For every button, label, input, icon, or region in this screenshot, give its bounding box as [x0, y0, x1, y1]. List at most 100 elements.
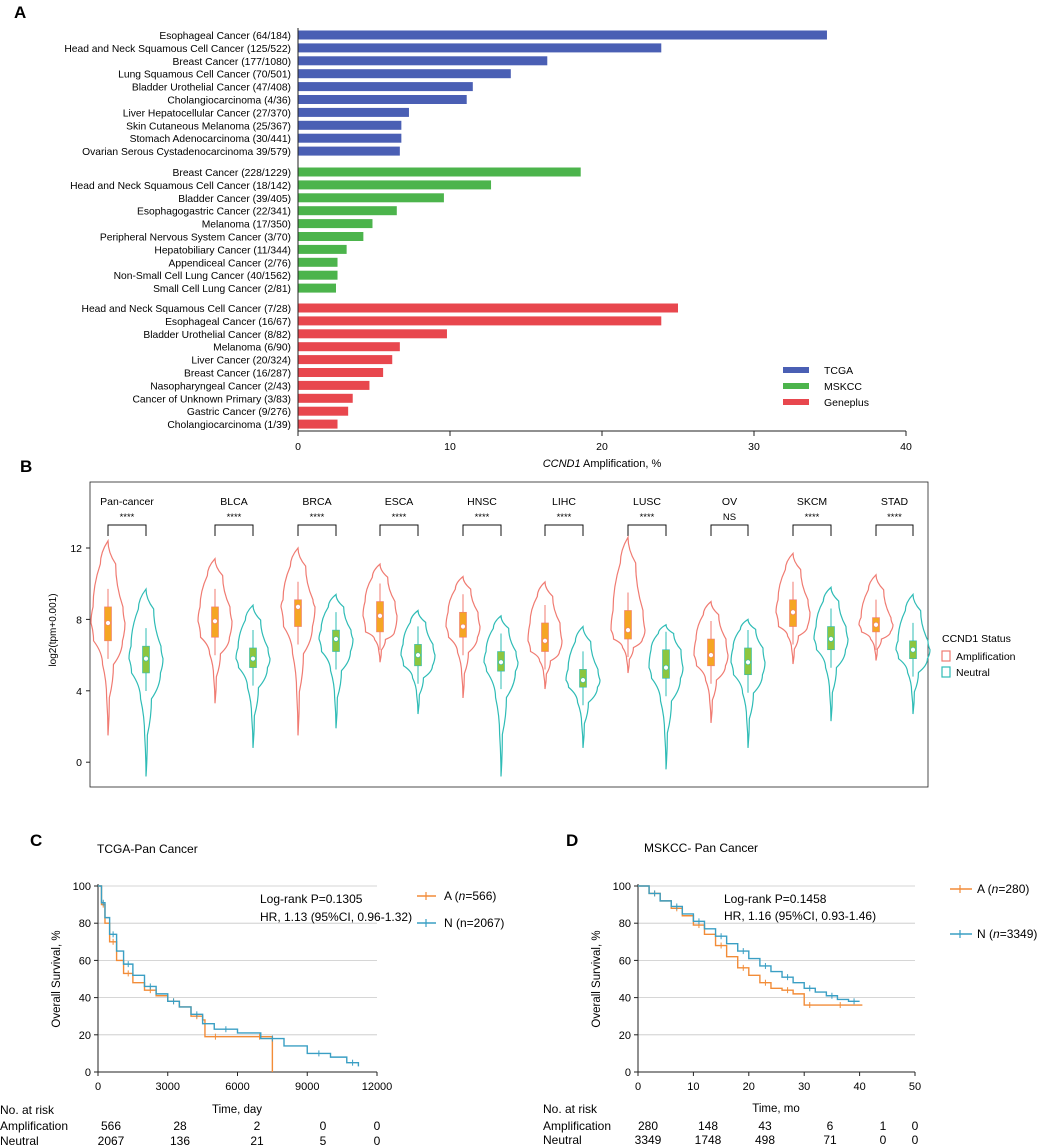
km-risk-value: 71: [823, 1133, 837, 1146]
km-risk-value: 43: [758, 1119, 772, 1133]
b-violin-neu: [565, 625, 601, 748]
km-y-tick-label: 20: [619, 1030, 631, 1042]
b-median-amp: [790, 609, 796, 615]
b-significance: ****: [120, 512, 135, 523]
a-category-label: Breast Cancer (228/1229): [173, 168, 291, 179]
km-risk-value: 0: [912, 1133, 919, 1146]
a-category-label: Cancer of Unknown Primary (3/83): [132, 394, 291, 405]
km-risk-value: 0: [374, 1119, 381, 1133]
a-category-label: Hepatobiliary Cancer (11/344): [154, 245, 291, 256]
a-bar: [298, 342, 400, 352]
a-x-tick-label: 30: [748, 441, 760, 453]
b-significance: ****: [227, 512, 242, 523]
d-y-axis-title: Overall Survival, %: [591, 930, 603, 1027]
km-y-tick-label: 40: [79, 993, 91, 1005]
a-x-tick-label: 40: [900, 441, 912, 453]
km-curve-a: [98, 885, 274, 1072]
a-bar: [298, 368, 384, 377]
b-significance-bracket: [214, 524, 254, 536]
b-significance-bracket: [379, 524, 419, 536]
a-bar: [298, 167, 581, 177]
a-bar: [298, 257, 338, 267]
km-x-tick-label: 0: [95, 1081, 101, 1093]
b-group-label: BLCA: [220, 496, 247, 508]
a-bar: [298, 43, 662, 53]
a-bar: [298, 232, 364, 241]
b-group-label: BRCA: [302, 496, 331, 508]
a-legend-swatch: [783, 383, 809, 389]
b-group-label: LIHC: [552, 496, 576, 508]
a-legend-label: TCGA: [824, 365, 853, 377]
panel-b: B log2(tpm+0.001) 0 4 8 12 Pan-cancer **** BL…: [20, 457, 1016, 788]
c-legend-a: A (n=566): [444, 889, 496, 903]
a-x-tick-label: 0: [295, 441, 301, 453]
a-bar: [298, 244, 347, 254]
km-risk-row-label: Amplification: [0, 1119, 68, 1133]
b-y-tick-label: 0: [76, 757, 82, 769]
b-violin-neu: [483, 614, 519, 777]
km-risk-value: 0: [912, 1119, 919, 1133]
c-legend-n: N (n=2067): [444, 916, 504, 930]
panel-a-letter: A: [14, 3, 26, 22]
km-x-tick-label: 3000: [156, 1081, 180, 1093]
b-legend-amp: Amplification: [956, 651, 1016, 663]
km-risk-value: 0: [880, 1133, 887, 1146]
a-bar: [298, 270, 338, 280]
a-category-label: Bladder Urothelial Cancer (8/82): [143, 330, 291, 341]
a-bar: [298, 56, 548, 66]
b-y-tick-label: 12: [70, 543, 82, 555]
b-significance: ****: [557, 512, 572, 523]
km-x-tick-label: 6000: [225, 1081, 249, 1093]
a-bar: [298, 133, 402, 143]
b-median-neu: [663, 664, 669, 671]
b-median-amp: [105, 620, 111, 626]
a-bar: [298, 95, 467, 104]
a-category-label: Ovarian Serous Cystadenocarcinoma 39/579…: [82, 147, 291, 158]
b-violin-amp: [197, 557, 233, 704]
a-bar: [298, 303, 678, 313]
d-title: MSKCC- Pan Cancer: [644, 841, 758, 855]
b-significance: ****: [887, 512, 902, 523]
km-risk-value: 566: [101, 1119, 121, 1133]
a-legend-swatch: [783, 399, 809, 405]
a-bar: [298, 419, 338, 429]
a-category-label: Liver Hepatocellular Cancer (27/370): [123, 108, 291, 119]
c-stat-hr: HR, 1.13 (95%CI, 0.96-1.32): [260, 910, 412, 924]
b-violin-amp: [445, 575, 481, 699]
km-risk-value: 0: [320, 1119, 327, 1133]
a-bar: [298, 219, 373, 229]
c-stat-p: Log-rank P=0.1305: [260, 892, 363, 906]
c-x-axis-title: Time, day: [212, 1104, 262, 1116]
km-x-tick-label: 40: [853, 1081, 865, 1093]
a-x-axis-title: CCND1 Amplification, %: [543, 458, 662, 470]
b-significance-bracket: [875, 524, 914, 536]
panel-b-letter: B: [20, 457, 32, 476]
km-x-tick-label: 10: [687, 1081, 699, 1093]
b-box-amp: [541, 622, 549, 652]
km-risk-row-label: Neutral: [0, 1134, 39, 1146]
km-risk-value: 1748: [695, 1133, 722, 1146]
b-legend-neu: Neutral: [956, 667, 990, 679]
b-violin-amp: [280, 546, 316, 736]
b-y-axis-title: log2(tpm+0.001): [48, 593, 59, 666]
b-violin-amp: [362, 562, 398, 663]
km-y-tick-label: 0: [85, 1067, 91, 1079]
panel-d-letter: D: [566, 831, 578, 850]
a-bar: [298, 146, 400, 156]
a-category-label: Breast Cancer (177/1080): [173, 57, 291, 68]
b-violin-neu: [648, 623, 684, 770]
km-risk-row-label: Amplification: [543, 1119, 611, 1133]
b-significance: ****: [475, 512, 490, 523]
b-violin-neu: [730, 618, 766, 748]
b-significance: ****: [310, 512, 325, 523]
km-y-tick-label: 20: [79, 1030, 91, 1042]
d-x-axis-title: Time, mo: [752, 1103, 800, 1115]
a-category-label: Esophageal Cancer (64/184): [159, 31, 291, 42]
b-group-label: OV: [722, 496, 737, 508]
b-median-neu: [498, 659, 504, 665]
a-category-label: Small Cell Lung Cancer (2/81): [153, 284, 291, 295]
km-y-tick-label: 100: [613, 881, 631, 893]
a-category-label: Head and Neck Squamous Cell Cancer (7/28…: [82, 304, 291, 315]
a-category-label: Breast Cancer (16/287): [184, 369, 291, 380]
b-significance: ****: [392, 512, 407, 523]
